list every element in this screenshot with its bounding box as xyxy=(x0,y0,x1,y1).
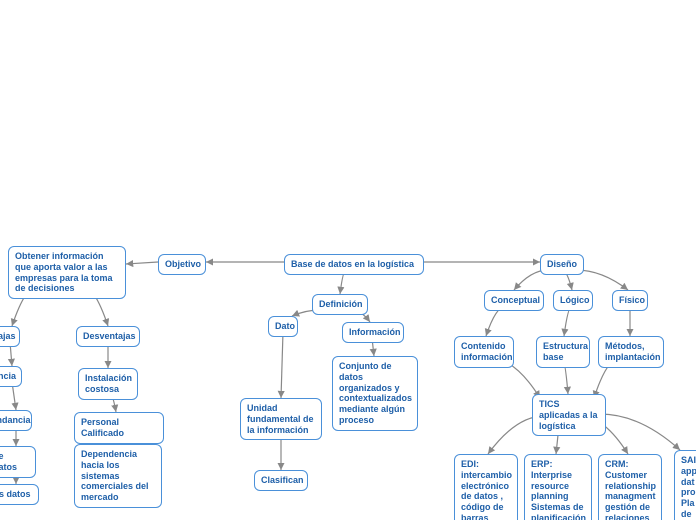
node-undancia[interactable]: undancia xyxy=(0,410,32,431)
node-clasifican[interactable]: Clasifican xyxy=(254,470,308,491)
node-edi[interactable]: EDI: intercambio electrónico de datos , … xyxy=(454,454,518,520)
edge-objetivo-obtener xyxy=(126,262,158,264)
node-dependencia[interactable]: Dependencia hacia los sistemas comercial… xyxy=(74,444,162,508)
node-tajas[interactable]: tajas xyxy=(0,326,20,347)
node-definicion[interactable]: Definición xyxy=(312,294,368,315)
node-dato[interactable]: Dato xyxy=(268,316,298,337)
node-tics[interactable]: TICS aplicadas a la logística xyxy=(532,394,606,436)
node-sar[interactable]: SAI app dat pro Pla de em xyxy=(674,450,696,520)
node-diseno[interactable]: Diseño xyxy=(540,254,584,275)
node-unidad[interactable]: Unidad fundamental de la información xyxy=(240,398,322,440)
node-contenido[interactable]: Contenido información xyxy=(454,336,514,368)
node-erp[interactable]: ERP: Interprise resource planning Sistem… xyxy=(524,454,592,520)
edge-diseno-fisico xyxy=(576,270,628,290)
node-fisico[interactable]: Físico xyxy=(612,290,648,311)
node-instal[interactable]: Instalación costosa xyxy=(78,368,138,400)
edge-tics-sar xyxy=(600,414,680,450)
node-encia[interactable]: encia xyxy=(0,366,22,387)
node-obtener[interactable]: Obtener información que aporta valor a l… xyxy=(8,246,126,299)
node-logico[interactable]: Lógico xyxy=(553,290,593,311)
node-conceptual[interactable]: Conceptual xyxy=(484,290,544,311)
node-objetivo[interactable]: Objetivo xyxy=(158,254,206,275)
node-metodos[interactable]: Métodos, implantación xyxy=(598,336,664,368)
edge-dato-unidad xyxy=(281,332,283,398)
node-conjunto[interactable]: Conjunto de datos organizados y contextu… xyxy=(332,356,418,431)
node-root[interactable]: Base de datos en la logística xyxy=(284,254,424,275)
node-dedatos[interactable]: de datos xyxy=(0,446,36,478)
node-personal[interactable]: Personal Calificado xyxy=(74,412,164,444)
node-desventajas[interactable]: Desventajas xyxy=(76,326,140,347)
node-losdatos[interactable]: los datos xyxy=(0,484,39,505)
node-crm[interactable]: CRM: Customer relationship managment ges… xyxy=(598,454,662,520)
node-informacion[interactable]: Información xyxy=(342,322,404,343)
node-estructura[interactable]: Estructura base xyxy=(536,336,590,368)
